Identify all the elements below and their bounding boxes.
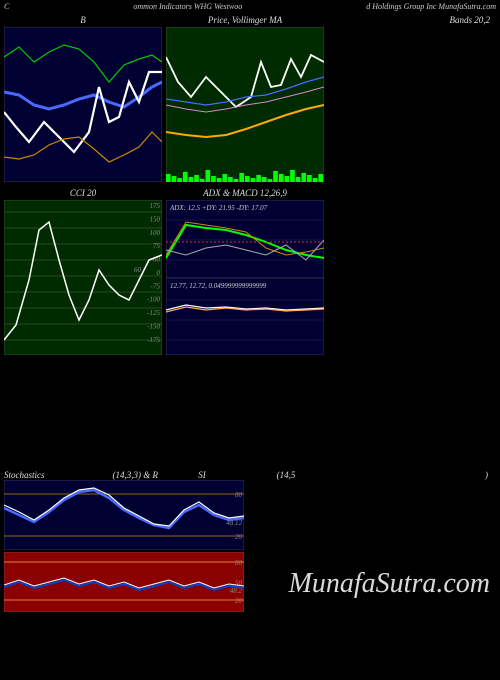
svg-text:0: 0 bbox=[157, 269, 161, 277]
cci-title: CCI 20 bbox=[4, 186, 162, 200]
svg-text:-125: -125 bbox=[147, 309, 160, 317]
stoch-panel: 8048.1220 bbox=[4, 480, 244, 550]
header-right: d Holdings Group Inc MunafaSutra.com bbox=[366, 2, 496, 11]
price-title: Price, Vollimger MA bbox=[166, 13, 324, 27]
svg-text:75: 75 bbox=[153, 242, 161, 250]
adx-panel: ADX: 12.5 +DY: 21.95 -DY: 17.07 12.77, 12… bbox=[166, 200, 324, 355]
bb-title: B bbox=[4, 13, 162, 27]
svg-text:150: 150 bbox=[150, 215, 161, 223]
header-left: C bbox=[4, 2, 9, 11]
svg-text:ADX: 12.5 +DY: 21.95 -DY: 17.0: ADX: 12.5 +DY: 21.95 -DY: 17.07 bbox=[169, 204, 268, 212]
row2-titles: CCI 20 ADX & MACD 12,26,9 bbox=[0, 186, 500, 200]
rsi-panel: 805048.220 bbox=[4, 552, 244, 612]
stoch-mid: (14,3,3) & R bbox=[58, 470, 158, 480]
svg-text:60: 60 bbox=[134, 266, 142, 274]
stoch-end: ) bbox=[330, 470, 496, 480]
stoch-title: Stochastics bbox=[4, 470, 54, 480]
watermark: MunafaSutra.com bbox=[289, 568, 490, 600]
svg-text:-75: -75 bbox=[151, 282, 161, 290]
page-header: C ommon Indicators WHG Westwoo d Holding… bbox=[0, 0, 500, 13]
svg-text:80: 80 bbox=[235, 491, 243, 499]
svg-text:80: 80 bbox=[235, 559, 243, 567]
stoch-si: SI bbox=[162, 470, 242, 480]
gap bbox=[0, 355, 500, 470]
svg-text:20: 20 bbox=[235, 533, 243, 541]
svg-text:-175: -175 bbox=[147, 336, 160, 344]
svg-text:175: 175 bbox=[150, 202, 161, 210]
cci-panel: 17515010075600-75-100-125-150-17560 bbox=[4, 200, 162, 355]
adx-title: ADX & MACD 12,26,9 bbox=[166, 186, 324, 200]
svg-text:100: 100 bbox=[150, 229, 161, 237]
row1-titles: B Price, Vollimger MA Bands 20,2 bbox=[0, 13, 500, 27]
row1-charts bbox=[0, 27, 500, 182]
svg-text:-100: -100 bbox=[147, 296, 160, 304]
stoch-right: (14,5 bbox=[246, 470, 326, 480]
svg-text:-150: -150 bbox=[147, 322, 160, 330]
header-center: ommon Indicators WHG Westwoo bbox=[133, 2, 242, 11]
svg-text:20: 20 bbox=[235, 597, 243, 605]
price-panel bbox=[166, 27, 324, 182]
bb-right-title: Bands 20,2 bbox=[328, 13, 496, 27]
bb-panel bbox=[4, 27, 162, 182]
row2-charts: 17515010075600-75-100-125-150-17560 ADX:… bbox=[0, 200, 500, 355]
svg-text:12.77, 12.72, 0.04999999999999: 12.77, 12.72, 0.049999999999999 bbox=[170, 282, 267, 290]
stoch-title-row: Stochastics (14,3,3) & R SI (14,5 ) bbox=[0, 470, 500, 480]
stoch-row: 8048.1220 bbox=[0, 480, 500, 550]
